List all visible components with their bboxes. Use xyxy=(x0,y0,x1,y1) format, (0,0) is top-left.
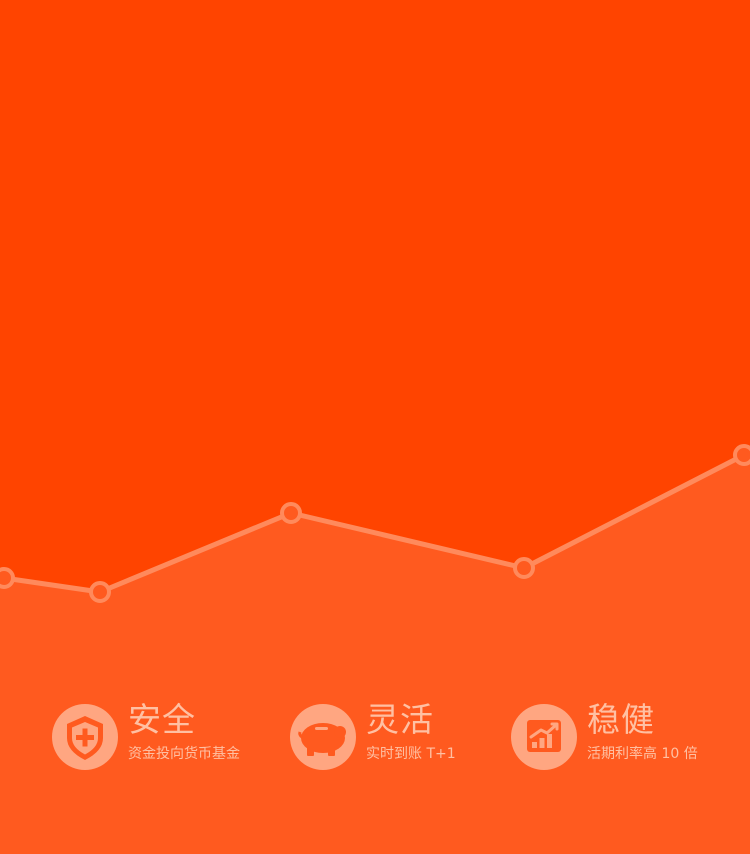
trend-markers xyxy=(0,444,750,603)
shield-plus-icon xyxy=(67,716,103,760)
feature-flexible-desc: 实时到账 T+1 xyxy=(366,746,456,762)
trend-marker xyxy=(733,444,750,466)
trend-marker xyxy=(513,557,535,579)
feature-flexible-title: 灵活 xyxy=(366,700,434,739)
piggy-bank-icon xyxy=(298,723,346,756)
trend-marker xyxy=(280,502,302,524)
feature-stable-badge xyxy=(511,704,577,770)
feature-safe-desc: 资金投向货币基金 xyxy=(128,746,240,762)
feature-stable-desc: 活期利率高 10 倍 xyxy=(587,746,698,762)
feature-safe-title: 安全 xyxy=(128,700,196,739)
growth-chart-icon xyxy=(527,720,561,752)
feature-stable-title: 稳健 xyxy=(587,700,655,739)
feature-flexible-badge xyxy=(290,704,356,770)
feature-row: 安全 资金投向货币基金 灵活 实时到账 T+1 xyxy=(0,700,750,774)
trend-marker xyxy=(89,581,111,603)
feature-safe-badge xyxy=(52,704,118,770)
trend-marker xyxy=(0,567,15,589)
